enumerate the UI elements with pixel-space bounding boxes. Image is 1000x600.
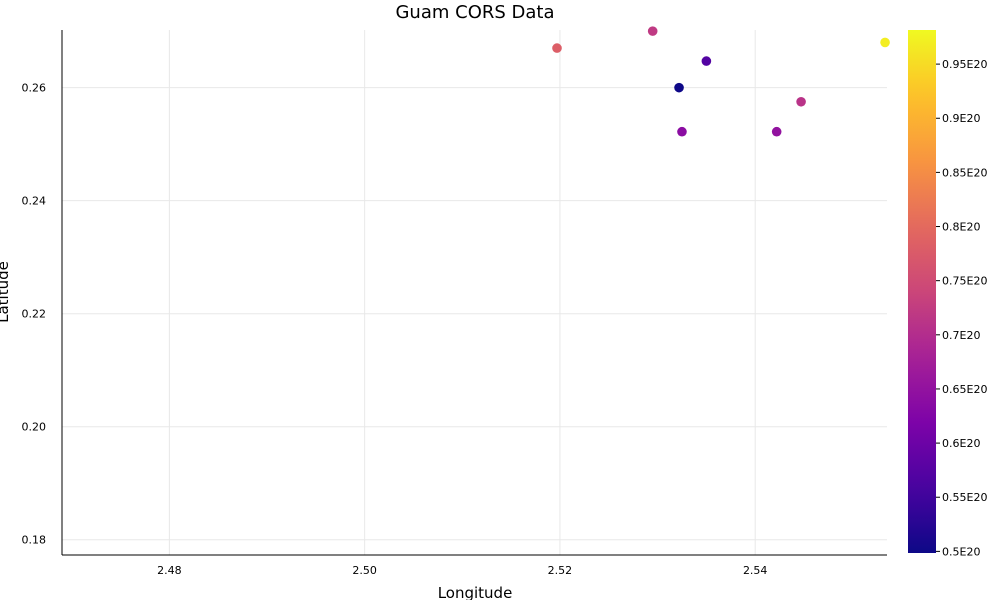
y-axis-label: Latitude xyxy=(0,261,12,323)
y-tick-label: 0.18 xyxy=(22,534,47,547)
x-tick-label: 2.54 xyxy=(743,564,768,577)
y-tick-label: 0.20 xyxy=(22,421,47,434)
colorbar-tick-label: 0.6E20 xyxy=(942,437,980,450)
x-tick-label: 2.50 xyxy=(352,564,377,577)
data-point xyxy=(771,126,782,137)
x-tick-label: 2.52 xyxy=(548,564,573,577)
data-point xyxy=(701,56,712,66)
data-points xyxy=(552,26,890,137)
y-tick-label: 0.26 xyxy=(22,82,47,95)
grid-lines xyxy=(62,30,887,555)
colorbar-tick-label: 0.65E20 xyxy=(942,383,987,396)
colorbar-gradient xyxy=(908,30,936,553)
tick-labels: 2.48 2.50 2.52 2.54 0.18 0.20 0.22 0.24 0.26 xyxy=(22,82,768,577)
data-point xyxy=(647,26,658,36)
y-tick-label: 0.24 xyxy=(22,195,47,208)
x-tick-label: 2.48 xyxy=(157,564,182,577)
colorbar-tick-label: 0.8E20 xyxy=(942,221,980,234)
colorbar-tick-label: 0.5E20 xyxy=(942,545,980,558)
data-point xyxy=(880,37,890,48)
data-point xyxy=(677,126,687,137)
colorbar-tick-label: 0.9E20 xyxy=(942,112,980,125)
colorbar-tick-label: 0.95E20 xyxy=(942,58,987,71)
colorbar-tick-label: 0.75E20 xyxy=(942,275,987,288)
colorbar-tick-label: 0.55E20 xyxy=(942,491,987,504)
data-point xyxy=(674,82,684,93)
axes xyxy=(61,30,887,556)
colorbar-tick-label: 0.85E20 xyxy=(942,166,987,179)
data-point xyxy=(552,43,562,53)
colorbar-tick-label: 0.7E20 xyxy=(942,329,980,342)
colorbar: 0.5E20 0.55E20 0.6E20 0.65E20 0.7E20 0.75E20 0… xyxy=(908,30,987,558)
x-axis-label: Longitude xyxy=(438,584,513,600)
chart-title: Guam CORS Data xyxy=(395,2,554,23)
y-tick-label: 0.22 xyxy=(22,308,47,321)
data-point xyxy=(796,96,806,107)
